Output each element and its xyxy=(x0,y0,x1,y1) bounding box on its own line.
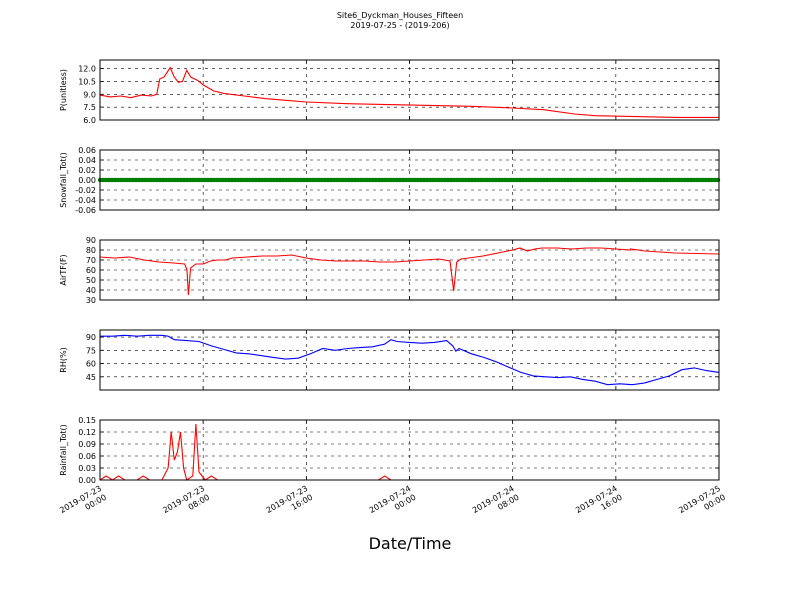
axes-frame xyxy=(99,329,720,391)
y-tick-label: 9.0 xyxy=(83,90,96,99)
y-tick-label: 0.00 xyxy=(78,176,96,185)
y-tick-label: 0.09 xyxy=(78,440,96,449)
y-tick-label: 0.02 xyxy=(78,166,96,175)
y-tick-label: 90 xyxy=(86,236,96,245)
y-axis-label: Rainfall_Tot() xyxy=(59,424,68,476)
axes-frame xyxy=(99,239,720,301)
y-axis-label: P(unitless) xyxy=(59,69,68,111)
y-axis-label: RH(%) xyxy=(59,347,68,372)
panel-2: -0.06-0.04-0.020.000.020.040.06 Snowfall_… xyxy=(59,146,721,215)
y-axis-label: AirTF(F) xyxy=(59,254,68,285)
y-tick-label: 0.06 xyxy=(78,146,96,155)
y-tick-label: 60 xyxy=(86,266,96,275)
y-tick-label: 0.04 xyxy=(78,156,96,165)
panel-5: 0.00 0.03 0.06 0.09 0.12 0.15 Rainfall_Tot() xyxy=(59,416,720,485)
y-tick-label: -0.04 xyxy=(75,196,96,205)
series-line xyxy=(99,247,720,296)
panel-1: 6.0 7.5 9.0 10.5 12.0 P(unitless) xyxy=(59,59,720,125)
y-tick-label: 90 xyxy=(86,333,96,342)
y-tick-label: 30 xyxy=(86,296,96,305)
y-tick-label: 6.0 xyxy=(83,116,96,125)
y-tick-label: 0.12 xyxy=(78,428,96,437)
y-tick-label: 60 xyxy=(86,360,96,369)
y-tick-label: 0.15 xyxy=(78,416,96,425)
y-tick-label: 10.5 xyxy=(78,77,96,86)
axes-frame xyxy=(99,149,720,211)
panel-4: 45 60 75 90 RH(%) xyxy=(59,329,720,391)
axes-frame xyxy=(99,59,720,121)
y-tick-label: -0.06 xyxy=(75,206,96,215)
series-point xyxy=(715,177,721,183)
y-tick-label: 0.06 xyxy=(78,452,96,461)
y-tick-label: 7.5 xyxy=(83,103,96,112)
y-tick-label: 45 xyxy=(86,373,96,382)
y-tick-label: 0.00 xyxy=(78,476,96,485)
figure-title: Site6_Dyckman_Houses_Fifteen xyxy=(336,11,464,20)
y-tick-label: 50 xyxy=(86,276,96,285)
series-line xyxy=(100,334,720,386)
y-tick-label: 75 xyxy=(86,346,96,355)
y-tick-label: -0.02 xyxy=(75,186,96,195)
axes-frame xyxy=(99,419,720,481)
y-tick-label: 12.0 xyxy=(78,65,96,74)
y-tick-label: 0.03 xyxy=(78,464,96,473)
figure-subtitle: 2019-07-25 - (2019-206) xyxy=(350,21,450,30)
y-tick-label: 80 xyxy=(86,246,96,255)
y-axis-label: Snowfall_Tot() xyxy=(59,152,68,208)
y-tick-label: 70 xyxy=(86,256,96,265)
series-line xyxy=(99,66,719,118)
y-tick-label: 40 xyxy=(86,286,96,295)
x-axis-label: Date/Time xyxy=(368,534,452,553)
